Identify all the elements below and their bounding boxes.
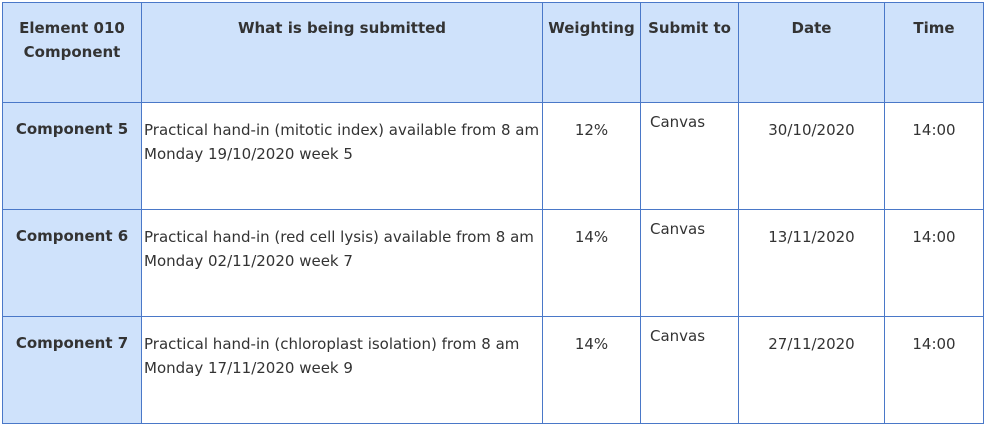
submit-to-cell: Canvas [640,316,739,424]
component-cell: Component 5 [2,102,142,210]
component-cell: Component 7 [2,316,142,424]
header-time: Time [884,2,984,103]
submit-to-cell: Canvas [640,209,739,317]
what-line: Monday 19/10/2020 week 5 [144,145,353,163]
weighting-cell: 14% [542,316,641,424]
weighting-cell: 14% [542,209,641,317]
what-cell: Practical hand-in (mitotic index) availa… [141,102,543,210]
header-component: Element 010 Component [2,2,142,103]
header-weighting: Weighting [542,2,641,103]
header-what: What is being submitted [141,2,543,103]
what-line: Practical hand-in (mitotic index) availa… [144,121,540,139]
what-line: Practical hand-in (chloroplast isolation… [144,335,520,353]
table-row: Component 5 Practical hand-in (mitotic i… [2,102,984,210]
time-cell: 14:00 [884,102,984,210]
time-cell: 14:00 [884,316,984,424]
table-row: Component 7 Practical hand-in (chloropla… [2,316,984,424]
header-row: Element 010 Component What is being subm… [2,2,984,103]
component-cell: Component 6 [2,209,142,317]
time-cell: 14:00 [884,209,984,317]
table-row: Component 6 Practical hand-in (red cell … [2,209,984,317]
what-line: Monday 02/11/2020 week 7 [144,252,353,270]
date-cell: 27/11/2020 [738,316,885,424]
what-line: Monday 17/11/2020 week 9 [144,359,353,377]
header-submit-to: Submit to [640,2,739,103]
what-cell: Practical hand-in (chloroplast isolation… [141,316,543,424]
what-cell: Practical hand-in (red cell lysis) avail… [141,209,543,317]
what-line: Practical hand-in (red cell lysis) avail… [144,228,534,246]
submit-to-cell: Canvas [640,102,739,210]
date-cell: 13/11/2020 [738,209,885,317]
weighting-cell: 12% [542,102,641,210]
header-date: Date [738,2,885,103]
date-cell: 30/10/2020 [738,102,885,210]
